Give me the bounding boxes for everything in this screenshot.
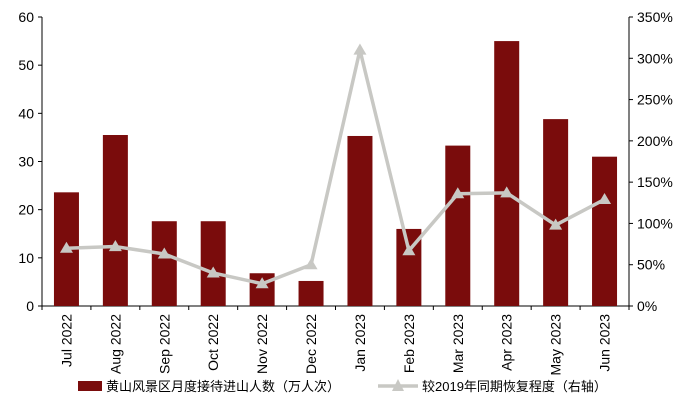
y-right-tick-label: 0% [637, 298, 657, 314]
bar [543, 119, 569, 306]
y-left-tick-label: 50 [18, 57, 34, 73]
x-tick-label: Jan 2023 [352, 314, 368, 372]
line-marker [255, 277, 269, 289]
legend-line-label: 较2019年同期恢复程度（右轴） [422, 379, 607, 394]
legend-line-marker [392, 379, 404, 391]
x-tick-label: Jul 2022 [58, 314, 74, 367]
bar [445, 145, 471, 306]
x-tick-label: Nov 2022 [254, 314, 270, 374]
line-marker [353, 43, 367, 55]
legend: 黄山风景区月度接待进山人数（万人次） 较2019年同期恢复程度（右轴） [78, 379, 607, 394]
bar [298, 280, 324, 306]
axes-group [38, 16, 633, 310]
x-tick-label: Apr 2023 [499, 314, 515, 371]
line-marker [451, 187, 465, 199]
y-left-tick-label: 30 [18, 154, 34, 170]
line-marker [157, 247, 171, 259]
bar [592, 156, 618, 306]
line-series [59, 43, 612, 289]
tick-labels: 0 10 20 30 40 50 60 0% 50% 100% 150% 200% 250% 300% 35… [18, 9, 672, 375]
x-tick-label: Aug 2022 [107, 314, 123, 374]
y-right-tick-label: 50% [637, 257, 665, 273]
bar-series [53, 41, 618, 306]
y-left-tick-label: 10 [18, 250, 34, 266]
bar [347, 135, 373, 306]
legend-bar-label: 黄山风景区月度接待进山人数（万人次） [106, 379, 340, 394]
y-left-tick-label: 40 [18, 105, 34, 121]
y-left-tick-label: 0 [26, 298, 34, 314]
y-left-tick-label: 20 [18, 202, 34, 218]
line-marker [549, 218, 563, 230]
x-tick-label: May 2023 [548, 314, 564, 376]
x-tick-label: Feb 2023 [401, 314, 417, 373]
y-right-tick-label: 100% [637, 215, 673, 231]
y-left-tick-label: 60 [18, 9, 34, 25]
x-tick-label: Mar 2023 [450, 314, 466, 373]
y-right-tick-label: 150% [637, 174, 673, 190]
line-marker [402, 244, 416, 256]
legend-bar-swatch [78, 381, 102, 391]
x-tick-label: Oct 2022 [205, 314, 221, 371]
bar [494, 41, 520, 306]
x-tick-label: Sep 2022 [156, 314, 172, 374]
line-path [66, 48, 606, 286]
x-tick-label: Dec 2022 [303, 314, 319, 374]
bar [200, 221, 226, 306]
y-right-tick-label: 350% [637, 9, 673, 25]
line-marker [304, 258, 318, 270]
line-marker [108, 240, 122, 252]
line-marker [500, 186, 514, 198]
bar [151, 221, 177, 306]
x-tick-label: Jun 2023 [597, 314, 613, 372]
y-right-tick-label: 250% [637, 92, 673, 108]
bar [102, 135, 128, 306]
y-right-tick-label: 300% [637, 50, 673, 66]
y-right-tick-label: 200% [637, 133, 673, 149]
line-marker [598, 192, 612, 205]
line-marker [206, 266, 220, 278]
line-marker [59, 241, 73, 253]
